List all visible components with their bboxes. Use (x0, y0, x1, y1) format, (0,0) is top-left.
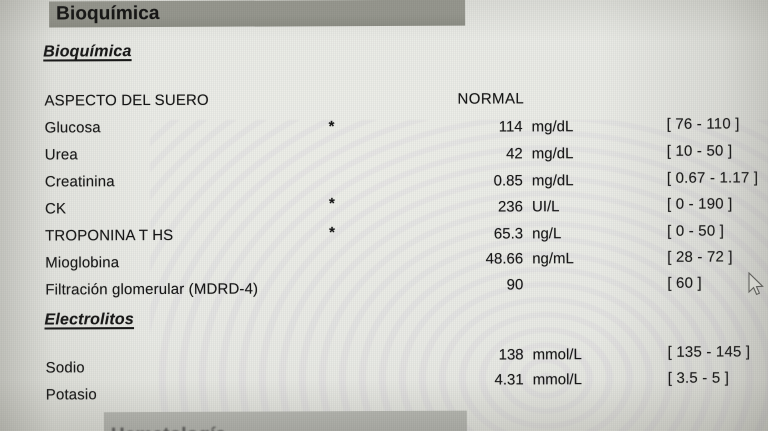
analyte-unit: ng/mL (532, 250, 574, 268)
analyte-unit: ng/L (532, 225, 562, 243)
reference-range: [ 76 - 110 ] (666, 115, 740, 133)
analyte-value: 114 (498, 118, 523, 136)
analyte-unit: UI/L (531, 198, 560, 216)
abnormal-flag-asterisk: * (328, 195, 335, 213)
analyte-unit: mg/dL (531, 172, 574, 190)
analyte-value: 0.85 (493, 172, 523, 190)
analyte-value: 48.66 (485, 250, 524, 268)
analyte-unit: mmol/L (532, 346, 582, 364)
group-heading-bioquimica: Bioquímica (43, 43, 132, 61)
analyte-unit: mmol/L (532, 371, 582, 389)
abnormal-flag-asterisk: * (329, 224, 335, 242)
analyte-name: Filtración glomerular (MDRD-4) (45, 280, 259, 299)
analyte-unit: mg/dL (531, 118, 574, 136)
reference-range: [ 3.5 - 5 ] (667, 369, 730, 387)
analyte-name: Mioglobina (45, 254, 120, 272)
analyte-value: 65.3 (493, 225, 524, 243)
abnormal-flag-asterisk: * (328, 118, 335, 136)
analyte-value: 236 (497, 198, 524, 216)
analyte-value: 90 (506, 276, 524, 294)
reference-range: [ 0 - 50 ] (667, 222, 725, 240)
group-heading-electrolitos: Electrolitos (44, 311, 135, 329)
analyte-name: Sodio (45, 359, 85, 377)
analyte-name: Potasio (45, 386, 97, 404)
reference-range: [ 135 - 145 ] (667, 343, 751, 361)
analyte-name: Urea (44, 146, 78, 164)
analyte-name: CK (44, 200, 67, 218)
analyte-name: Creatinina (44, 173, 115, 191)
reference-range: [ 60 ] (667, 274, 702, 292)
analyte-name: TROPONINA T HS (45, 226, 174, 245)
analyte-unit: mg/dL (531, 145, 574, 163)
reference-range: [ 0 - 190 ] (666, 195, 733, 213)
reference-range: [ 28 - 72 ] (667, 248, 733, 266)
section-band-next-title-partial: Hematología (111, 425, 226, 431)
analyte-value: 42 (506, 145, 523, 163)
analyte-value: 4.31 (494, 371, 524, 389)
analyte-name: ASPECTO DEL SUERO (44, 91, 209, 110)
reference-range: [ 10 - 50 ] (666, 142, 733, 160)
analyte-text-result: NORMAL (457, 90, 525, 108)
analyte-value: 138 (498, 346, 524, 364)
analyte-name: Glucosa (44, 119, 101, 137)
section-band-title: Bioquímica (56, 2, 160, 25)
reference-range: [ 0.67 - 1.17 ] (666, 169, 759, 187)
